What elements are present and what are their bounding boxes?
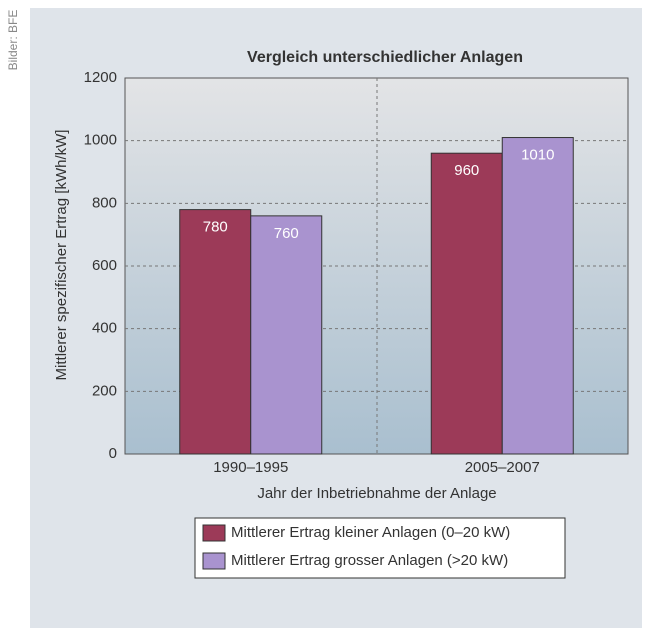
y-axis-label: Mittlerer spezifischer Ertrag [kWh/kW] xyxy=(53,130,70,381)
legend-swatch xyxy=(202,552,226,570)
y-tick-label: 600 xyxy=(92,257,117,274)
bar xyxy=(430,152,503,455)
bar xyxy=(179,209,252,455)
chart-title: Vergleich unterschiedlicher Anlagen xyxy=(247,49,523,66)
y-tick-label: 200 xyxy=(92,382,117,399)
data-label: 780 xyxy=(203,219,228,236)
bar xyxy=(250,215,323,455)
legend-swatch xyxy=(202,524,226,542)
data-label: 1010 xyxy=(521,147,554,164)
x-axis-label: Jahr der Inbetriebnahme der Anlage xyxy=(257,485,496,502)
bar xyxy=(501,137,574,455)
y-tick-label: 0 xyxy=(109,445,117,462)
data-label: 960 xyxy=(454,162,479,179)
legend xyxy=(194,517,566,579)
y-tick-label: 1200 xyxy=(84,69,117,86)
legend-label: Mittlerer Ertrag grosser Anlagen (>20 kW… xyxy=(231,552,508,569)
y-tick-label: 1000 xyxy=(84,132,117,149)
credit: Bilder: BFE xyxy=(6,10,20,71)
legend-label: Mittlerer Ertrag kleiner Anlagen (0–20 k… xyxy=(231,524,510,541)
y-tick-label: 800 xyxy=(92,194,117,211)
data-label: 760 xyxy=(274,225,299,242)
x-tick-label: 1990–1995 xyxy=(213,459,288,476)
x-tick-label: 2005–2007 xyxy=(465,459,540,476)
y-tick-label: 400 xyxy=(92,320,117,337)
